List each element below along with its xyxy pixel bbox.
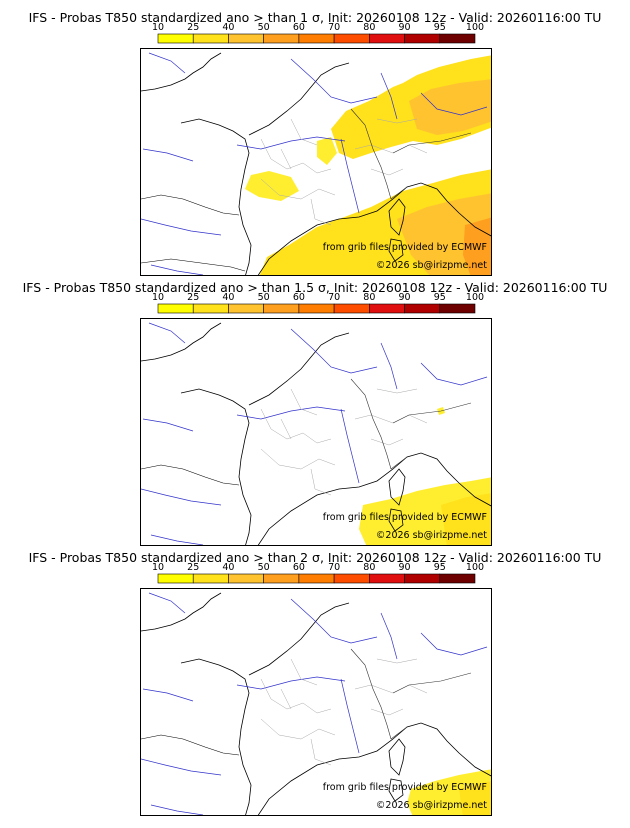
- colorbar-swatch: [369, 573, 405, 584]
- colorbar: 10 25 40 50 60 70 80 90 95 100: [152, 22, 484, 44]
- panel-title: IFS - Probas T850 standardized ano > tha…: [28, 10, 602, 25]
- colorbar-swatch: [369, 33, 405, 44]
- colorbar-tick-label: 40: [222, 562, 234, 573]
- colorbar-tick-label: 90: [399, 292, 411, 303]
- colorbar-swatch: [157, 33, 194, 44]
- colorbar-tick-label: 90: [399, 562, 411, 573]
- colorbar-tick-label: 100: [466, 22, 484, 33]
- colorbar-tick-label: 95: [434, 562, 446, 573]
- credit-source: from grib files provided by ECMWF: [322, 782, 487, 793]
- probability-area-alps-core: [409, 79, 491, 135]
- colorbar: 10 25 40 50 60 70 80 90 95 100: [152, 562, 484, 584]
- probability-area-med-core: [459, 781, 491, 815]
- colorbar-tick-label: 100: [466, 562, 484, 573]
- probability-map: from grib files provided by ECMWF ©2026 …: [140, 318, 492, 546]
- colorbar-tick-label: 25: [187, 22, 199, 33]
- colorbar-tick-label: 95: [434, 292, 446, 303]
- colorbar-tick-label: 40: [222, 292, 234, 303]
- credit-copyright: ©2026 sb@irizpme.net: [375, 530, 487, 541]
- colorbar-swatch: [369, 303, 405, 314]
- colorbar-tick-label: 80: [363, 22, 375, 33]
- colorbar-tick-label: 80: [363, 292, 375, 303]
- colorbar-swatch: [263, 303, 300, 314]
- colorbar-swatch: [333, 303, 370, 314]
- colorbar-tick-label: 95: [434, 22, 446, 33]
- probability-area-north: [403, 55, 491, 83]
- colorbar: 10 25 40 50 60 70 80 90 95 100: [152, 292, 484, 314]
- colorbar-tick-label: 50: [258, 562, 270, 573]
- forecast-panel-1sigma: IFS - Probas T850 standardized ano > tha…: [0, 0, 630, 276]
- forecast-panel-1-5sigma: IFS - Probas T850 standardized ano > tha…: [0, 270, 630, 546]
- colorbar-swatch: [228, 33, 264, 44]
- probability-area-centre: [317, 137, 337, 165]
- colorbar-swatch: [333, 573, 370, 584]
- map-canvas: [141, 592, 491, 815]
- map-canvas: [141, 322, 491, 545]
- colorbar-swatch: [298, 303, 335, 314]
- colorbar-tick-label: 50: [258, 292, 270, 303]
- credit-copyright: ©2026 sb@irizpme.net: [375, 260, 487, 271]
- colorbar-swatch: [192, 303, 229, 314]
- colorbar-tick-label: 40: [222, 22, 234, 33]
- probability-map: from grib files provided by ECMWF ©2026 …: [140, 48, 492, 276]
- colorbar-swatch: [404, 303, 441, 314]
- colorbar-swatch: [263, 33, 300, 44]
- panel-title: IFS - Probas T850 standardized ano > tha…: [28, 550, 602, 565]
- colorbar-swatch: [404, 573, 441, 584]
- colorbar-swatch: [192, 573, 229, 584]
- colorbar-swatch: [439, 303, 476, 314]
- map-canvas: [141, 52, 491, 275]
- colorbar-tick-label: 10: [152, 292, 164, 303]
- colorbar-tick-label: 60: [293, 22, 305, 33]
- colorbar-swatch: [157, 573, 194, 584]
- colorbar-swatch: [439, 573, 476, 584]
- colorbar-swatch: [298, 573, 335, 584]
- colorbar-swatch: [192, 33, 229, 44]
- panel-title: IFS - Probas T850 standardized ano > tha…: [22, 280, 608, 295]
- colorbar-tick-label: 50: [258, 22, 270, 33]
- colorbar-swatch: [439, 33, 476, 44]
- probability-area-med-core: [441, 493, 491, 545]
- credit-source: from grib files provided by ECMWF: [322, 242, 487, 253]
- colorbar-swatch: [228, 573, 264, 584]
- colorbar-tick-label: 100: [466, 292, 484, 303]
- colorbar-swatch: [228, 303, 264, 314]
- colorbar-tick-label: 70: [328, 292, 340, 303]
- colorbar-tick-label: 70: [328, 22, 340, 33]
- colorbar-tick-label: 25: [187, 292, 199, 303]
- colorbar-swatch: [263, 573, 300, 584]
- colorbar-tick-label: 25: [187, 562, 199, 573]
- colorbar-swatch: [404, 33, 441, 44]
- colorbar-tick-label: 10: [152, 22, 164, 33]
- colorbar-tick-label: 90: [399, 22, 411, 33]
- probability-map: from grib files provided by ECMWF ©2026 …: [140, 588, 492, 816]
- colorbar-tick-label: 70: [328, 562, 340, 573]
- colorbar-tick-label: 60: [293, 562, 305, 573]
- forecast-panel-2sigma: IFS - Probas T850 standardized ano > tha…: [0, 540, 630, 816]
- colorbar-tick-label: 80: [363, 562, 375, 573]
- colorbar-swatch: [157, 303, 194, 314]
- probability-area-west: [245, 171, 299, 201]
- colorbar-tick-label: 60: [293, 292, 305, 303]
- credit-source: from grib files provided by ECMWF: [322, 512, 487, 523]
- colorbar-swatch: [333, 33, 370, 44]
- credit-copyright: ©2026 sb@irizpme.net: [375, 800, 487, 811]
- colorbar-tick-label: 10: [152, 562, 164, 573]
- colorbar-swatch: [298, 33, 335, 44]
